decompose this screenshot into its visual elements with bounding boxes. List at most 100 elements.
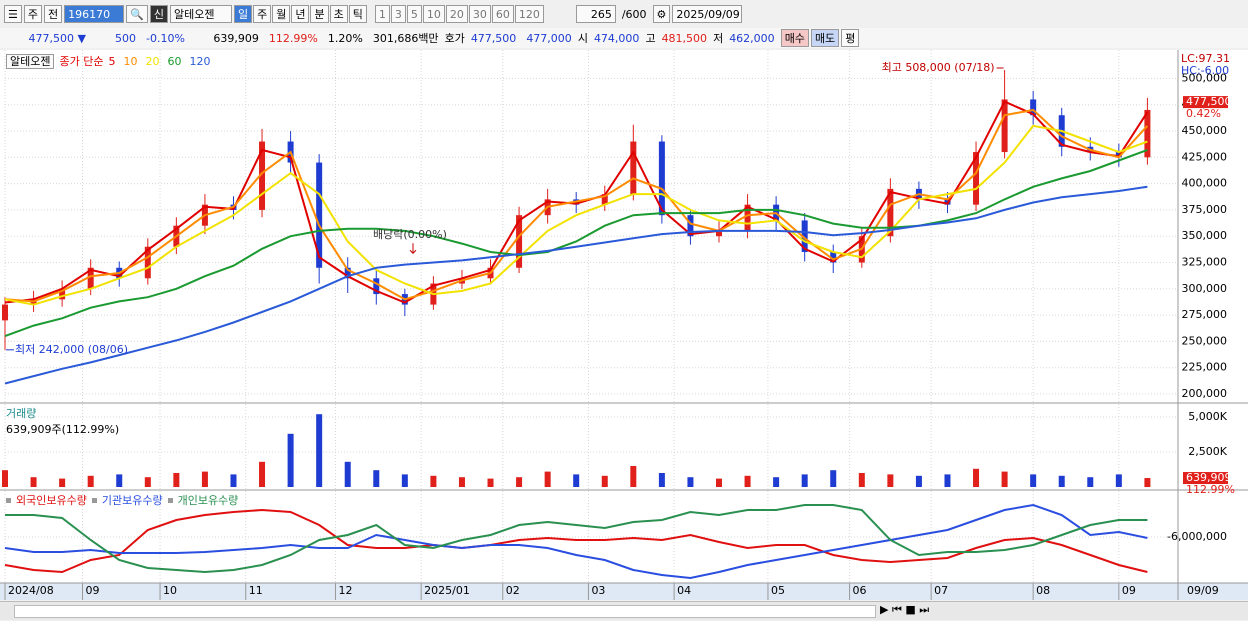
y-tick-label: 2,500K xyxy=(1188,445,1227,458)
interval-button[interactable]: 초 xyxy=(329,5,348,23)
scroll-thumb[interactable] xyxy=(14,605,876,618)
x-tick-label: 12 xyxy=(338,584,352,597)
volume-bar xyxy=(573,474,580,487)
x-tick-label: 03 xyxy=(591,584,605,597)
unit-button[interactable]: 10 xyxy=(422,5,445,23)
open-label: 시 xyxy=(577,32,588,45)
volume-subtitle: 639,909주(112.99%) xyxy=(6,423,120,436)
candle-body xyxy=(973,152,980,205)
volume-title: 거래량 xyxy=(6,407,37,420)
candle-body xyxy=(373,278,380,295)
interval-button[interactable]: 분 xyxy=(310,5,329,23)
volume-bar xyxy=(1144,478,1151,487)
candle-body xyxy=(658,141,665,216)
candle-body xyxy=(630,141,637,195)
x-tick-label: 08 xyxy=(1036,584,1050,597)
sell-button[interactable]: 매도 xyxy=(810,29,840,47)
series-line xyxy=(4,124,1148,306)
candle-body xyxy=(744,204,751,231)
y-tick-label: 425,000 xyxy=(1182,150,1228,163)
x-tick-label: 11 xyxy=(249,584,263,597)
volume: 639,909 xyxy=(213,31,259,45)
x-tick-label: 09 xyxy=(1122,584,1136,597)
volume-bar xyxy=(1058,475,1065,487)
interval-button[interactable]: 년 xyxy=(291,5,310,23)
y-tick-label: 350,000 xyxy=(1182,229,1228,242)
x-tick-label: 05 xyxy=(771,584,785,597)
interval-button[interactable]: 일 xyxy=(233,5,253,23)
unit-button[interactable]: 3 xyxy=(390,5,406,23)
eval-button[interactable]: 평 xyxy=(841,29,860,47)
interval-button[interactable]: 주 xyxy=(253,5,272,23)
volume-bar xyxy=(1087,477,1094,487)
candle-body xyxy=(1144,109,1151,158)
volume-bar xyxy=(544,471,551,487)
unit-button[interactable]: 20 xyxy=(445,5,468,23)
volume-bar xyxy=(887,474,894,487)
menu-button[interactable]: ☰ xyxy=(4,5,22,23)
legend-swatch xyxy=(91,497,97,503)
x-tick-label: 2025/01 xyxy=(424,584,470,597)
volume-bar xyxy=(744,475,751,487)
unit-button[interactable]: 30 xyxy=(468,5,491,23)
legend-title: 종가 단순 xyxy=(59,55,104,68)
volume-bar xyxy=(516,477,523,487)
prev-button[interactable]: 전 xyxy=(44,5,63,23)
x-tick-label: 06 xyxy=(853,584,867,597)
credit-badge: 신 xyxy=(149,5,168,23)
lc-label: LC:97.31 xyxy=(1181,52,1230,65)
scrollbar[interactable]: ▶ ⏮ ■ ⏭ xyxy=(0,601,1248,620)
volume-legend: 거래량 639,909주(112.99%) xyxy=(6,405,119,437)
code-input[interactable]: 196170 xyxy=(64,5,125,23)
candle-body xyxy=(1001,99,1008,153)
interval-button[interactable]: 틱 xyxy=(348,5,367,23)
volume-bar xyxy=(316,414,323,487)
y-tick-label: 500,000 xyxy=(1182,71,1228,84)
x-tick-label: 04 xyxy=(677,584,691,597)
series-line xyxy=(4,108,1149,303)
candle-body xyxy=(344,267,351,279)
volume-bar xyxy=(658,473,665,487)
y-tick-label: 300,000 xyxy=(1182,282,1228,295)
unit-button[interactable]: 1 xyxy=(374,5,390,23)
candle-body xyxy=(687,215,694,237)
tool-button[interactable]: ⚙ xyxy=(652,5,671,23)
interval-button[interactable]: 월 xyxy=(272,5,291,23)
volume-bar xyxy=(716,478,722,487)
search-button[interactable]: 🔍 xyxy=(126,5,148,23)
price-legend: 알테오젠 종가 단순 5 10 20 60 120 xyxy=(6,53,210,69)
volume-bar xyxy=(1115,474,1122,487)
scroll-buttons[interactable]: ▶ ⏮ ■ ⏭ xyxy=(880,603,930,616)
open: 474,000 xyxy=(593,31,640,45)
unit-button[interactable]: 5 xyxy=(406,5,422,23)
buy-button[interactable]: 매수 xyxy=(780,29,809,47)
series-line xyxy=(4,148,1148,338)
volume-bar xyxy=(373,470,380,487)
x-tick-label: 07 xyxy=(934,584,948,597)
legend-entry: 20 xyxy=(145,54,160,68)
candle-body xyxy=(716,230,722,237)
volume-bar xyxy=(944,474,951,487)
candle-body xyxy=(259,141,266,210)
candle-body xyxy=(601,194,608,205)
date-input[interactable]: 2025/09/09 xyxy=(672,5,743,23)
series-line xyxy=(4,508,1148,574)
series-line xyxy=(4,503,1148,580)
end-date: 09/09 xyxy=(1187,584,1219,597)
candle-body xyxy=(830,251,837,263)
candle-body xyxy=(87,267,94,289)
legend-entry: 외국인보유수량 xyxy=(16,494,87,507)
y-tick-label: 225,000 xyxy=(1182,361,1228,374)
low-label: 저 xyxy=(713,32,724,45)
candle-body xyxy=(516,215,523,268)
y-tick-label: 250,000 xyxy=(1182,334,1228,347)
period-select[interactable]: 주 xyxy=(23,5,42,23)
volume-bar xyxy=(1001,471,1008,487)
x-tick-label: 02 xyxy=(506,584,520,597)
unit-button[interactable]: 120 xyxy=(514,5,544,23)
volume-bar xyxy=(30,477,37,487)
unit-button[interactable]: 60 xyxy=(491,5,514,23)
stock-label: 알테오젠 xyxy=(6,53,55,69)
volume-bar xyxy=(1030,474,1037,487)
count-input[interactable]: 265 xyxy=(575,5,616,23)
